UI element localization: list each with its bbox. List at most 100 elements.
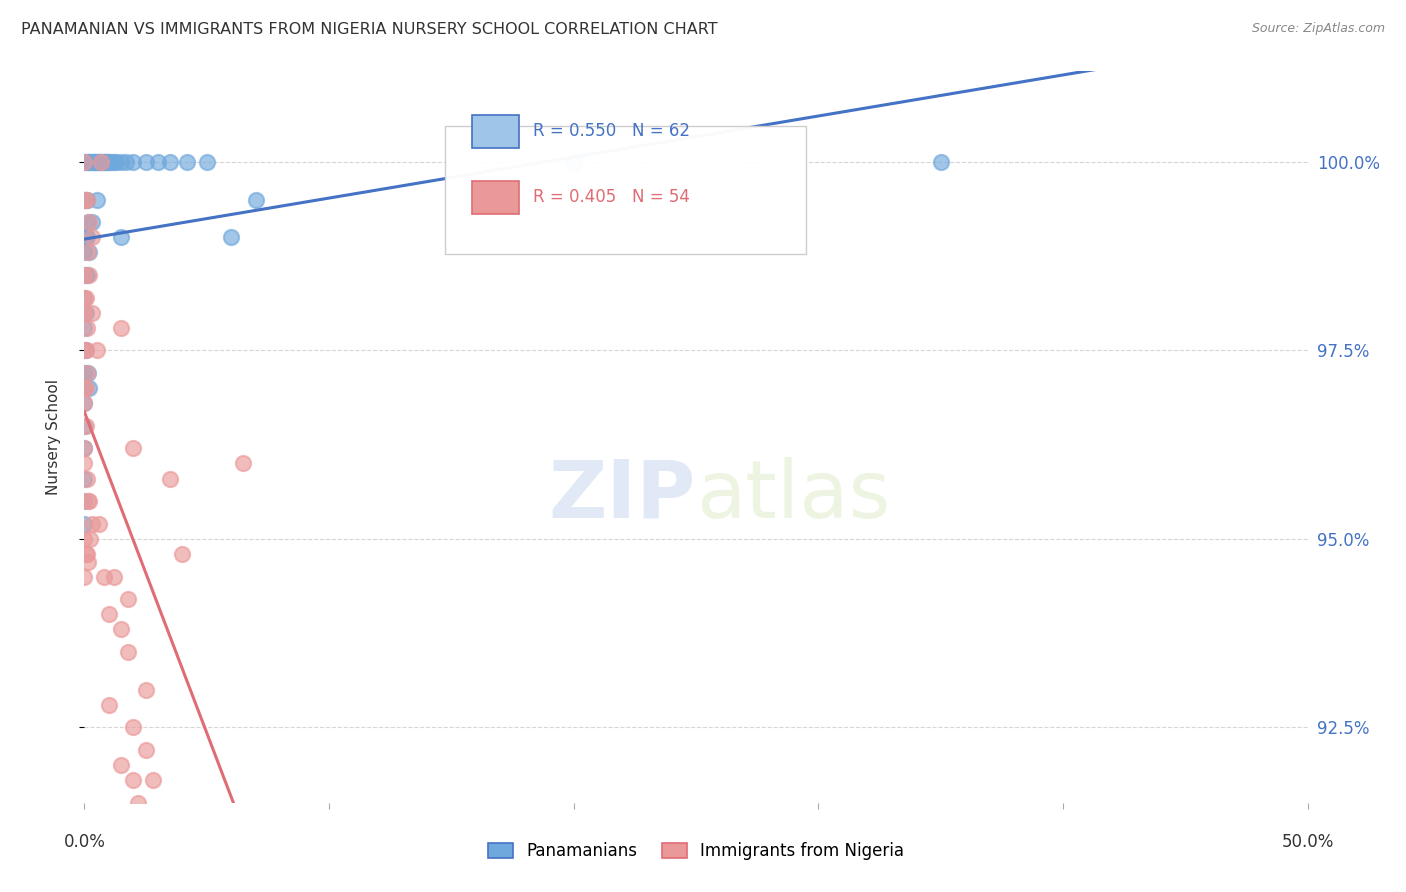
Point bbox=[86, 154, 108, 169]
Text: R = 0.550   N = 62: R = 0.550 N = 62 bbox=[533, 122, 690, 140]
Point bbox=[77, 381, 100, 395]
Point bbox=[80, 230, 103, 244]
Point bbox=[97, 154, 120, 169]
Point bbox=[73, 418, 96, 433]
Point bbox=[110, 230, 132, 244]
Point bbox=[94, 154, 117, 169]
Bar bbox=[472, 181, 519, 214]
Point bbox=[75, 343, 97, 358]
Point bbox=[100, 154, 122, 169]
Point bbox=[73, 569, 96, 583]
Point bbox=[77, 494, 100, 508]
Point bbox=[77, 554, 100, 568]
Point bbox=[73, 494, 96, 508]
Text: 50.0%: 50.0% bbox=[1281, 833, 1334, 851]
Point bbox=[122, 154, 145, 169]
Point bbox=[219, 230, 242, 244]
Y-axis label: Nursery School: Nursery School bbox=[46, 379, 60, 495]
Point bbox=[73, 245, 96, 260]
Point bbox=[110, 320, 132, 334]
Point bbox=[77, 268, 100, 282]
Point bbox=[146, 154, 169, 169]
Point bbox=[73, 306, 96, 320]
Text: atlas: atlas bbox=[696, 457, 890, 534]
Point bbox=[176, 154, 198, 169]
Point bbox=[73, 366, 96, 380]
Point bbox=[75, 268, 97, 282]
Text: R = 0.405   N = 54: R = 0.405 N = 54 bbox=[533, 188, 690, 206]
Point bbox=[73, 320, 96, 334]
Point bbox=[110, 623, 132, 637]
Point bbox=[73, 396, 96, 410]
Point bbox=[73, 532, 96, 546]
Point bbox=[77, 245, 100, 260]
Point bbox=[80, 516, 103, 531]
Point bbox=[245, 193, 267, 207]
Point bbox=[73, 516, 96, 531]
Point bbox=[90, 154, 112, 169]
Point bbox=[135, 682, 157, 697]
Text: Source: ZipAtlas.com: Source: ZipAtlas.com bbox=[1251, 22, 1385, 36]
Point bbox=[80, 215, 103, 229]
Point bbox=[122, 442, 145, 456]
Point bbox=[79, 154, 101, 169]
Point bbox=[76, 268, 98, 282]
Point bbox=[77, 154, 100, 169]
Point bbox=[105, 154, 128, 169]
Point bbox=[77, 215, 100, 229]
Point bbox=[75, 291, 97, 305]
Point bbox=[232, 457, 254, 471]
Point bbox=[77, 154, 100, 169]
Point bbox=[103, 569, 125, 583]
Point bbox=[86, 343, 108, 358]
Point bbox=[73, 154, 96, 169]
Point bbox=[90, 154, 112, 169]
Bar bbox=[472, 115, 519, 148]
FancyBboxPatch shape bbox=[446, 126, 806, 254]
Point bbox=[97, 607, 120, 622]
Point bbox=[73, 442, 96, 456]
Point bbox=[75, 230, 97, 244]
Point bbox=[77, 245, 100, 260]
Point bbox=[110, 154, 132, 169]
Point bbox=[110, 758, 132, 772]
Point bbox=[103, 154, 125, 169]
Point bbox=[122, 773, 145, 788]
Point bbox=[73, 193, 96, 207]
Point bbox=[195, 154, 218, 169]
Point bbox=[86, 193, 108, 207]
Point bbox=[83, 154, 105, 169]
Point bbox=[142, 773, 165, 788]
Point bbox=[117, 645, 139, 659]
Point bbox=[73, 268, 96, 282]
Point bbox=[80, 154, 103, 169]
Legend: Panamanians, Immigrants from Nigeria: Panamanians, Immigrants from Nigeria bbox=[488, 842, 904, 860]
Point bbox=[75, 418, 97, 433]
Point bbox=[159, 471, 181, 485]
Point bbox=[159, 154, 181, 169]
Point bbox=[73, 457, 96, 471]
Point bbox=[73, 381, 96, 395]
Point bbox=[73, 396, 96, 410]
Text: 0.0%: 0.0% bbox=[63, 833, 105, 851]
Point bbox=[76, 547, 98, 561]
Point bbox=[76, 154, 98, 169]
Point bbox=[77, 366, 100, 380]
Point bbox=[75, 306, 97, 320]
Point bbox=[73, 471, 96, 485]
Point bbox=[73, 291, 96, 305]
Point bbox=[93, 569, 115, 583]
Point bbox=[76, 230, 98, 244]
Point bbox=[89, 154, 111, 169]
Point bbox=[75, 193, 97, 207]
Point bbox=[75, 547, 97, 561]
Point bbox=[97, 698, 120, 712]
Point bbox=[87, 516, 110, 531]
Point bbox=[75, 381, 97, 395]
Point bbox=[929, 154, 952, 169]
Point bbox=[73, 154, 96, 169]
Point bbox=[117, 592, 139, 607]
Point bbox=[84, 154, 107, 169]
Point bbox=[79, 532, 101, 546]
Point bbox=[73, 343, 96, 358]
